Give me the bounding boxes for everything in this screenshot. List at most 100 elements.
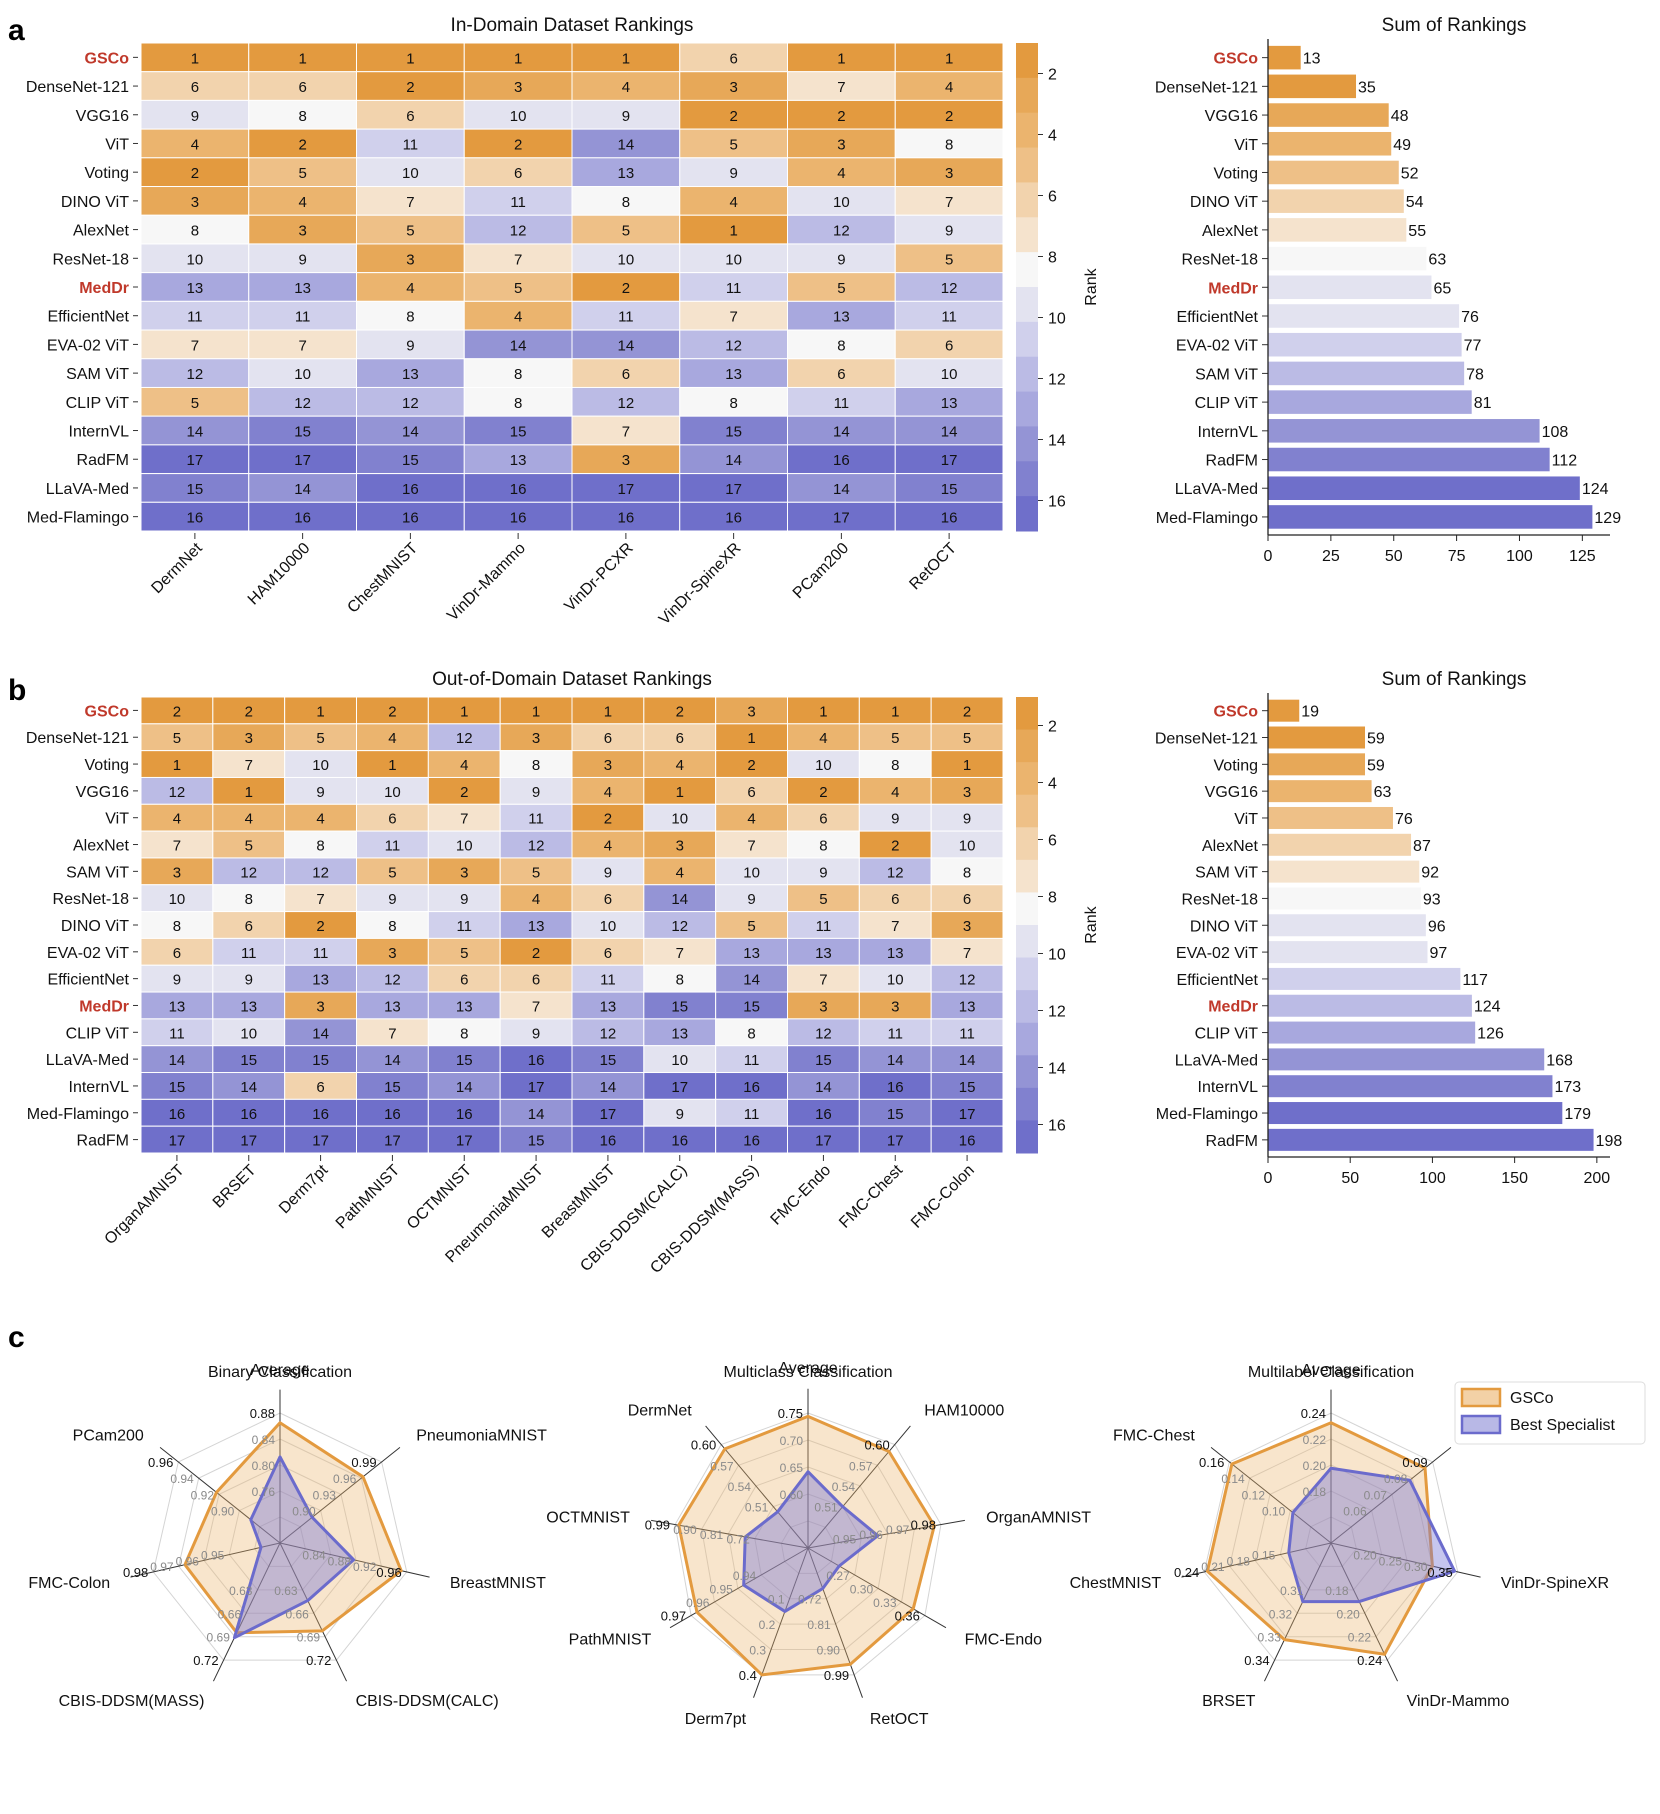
heatmap-cell-value: 5 [622,223,630,240]
heatmap-cell-value: 6 [676,730,684,747]
heatmap-cell-value: 15 [743,998,760,1015]
bar-x-tick-label: 0 [1264,548,1273,565]
heatmap-cell-value: 11 [744,1106,760,1123]
radar-tick-label: 0.10 [1262,1505,1286,1519]
radar-tick-label: 0.18 [1227,1554,1251,1568]
radar-tick-label: 0.72 [798,1593,822,1607]
bar-category-label: DINO ViT [1190,194,1258,211]
bar-category-label: DINO ViT [1190,918,1258,935]
radar-axis-label: Derm7pt [685,1711,747,1728]
heatmap-cell-value: 12 [941,280,958,297]
colorbar-tick-label: 14 [1048,1061,1066,1078]
colorbar-tick-label: 6 [1048,833,1057,850]
radar-tick-label: 0.16 [1199,1455,1224,1470]
heatmap-cell [571,501,681,532]
heatmap-cell-value: 10 [815,757,832,774]
heatmap-cell-value: 5 [191,395,199,412]
heatmap-cell-value: 4 [316,811,324,828]
heatmap-cell-value: 7 [191,337,199,354]
heatmap-cell-value: 10 [384,784,401,801]
heatmap-cell-value: 3 [963,784,971,801]
heatmap-row-label: ResNet-18 [53,891,130,908]
heatmap-cell-value: 14 [959,1052,976,1069]
heatmap-cell [930,991,1004,1020]
bar [1268,131,1392,156]
radar-axis-line [159,1446,281,1544]
heatmap-cell-value: 10 [456,838,473,855]
heatmap-cell-value: 8 [963,864,971,881]
heatmap-cell-value: 17 [600,1106,617,1123]
radar-tick-label: 0.98 [911,1518,936,1533]
colorbar-tick-label: 12 [1048,1004,1066,1021]
bar-category-label: AlexNet [1202,838,1259,855]
heatmap-cell-value: 14 [833,424,850,441]
heatmap-cell [248,99,357,130]
heatmap-cell-value: 1 [316,703,324,720]
heatmap-cell-value: 13 [887,945,904,962]
colorbar-label: Rank [1083,267,1100,305]
bar [1268,361,1465,386]
heatmap-cell-value: 8 [191,223,199,240]
heatmap-cell [894,157,1004,188]
bar-category-label: EfficientNet [1176,972,1258,989]
heatmap-cell [715,776,789,805]
bar-category-label: Med-Flamingo [1156,1106,1258,1123]
radar-axis-label: FMC-Chest [1113,1427,1195,1444]
heatmap-cell [248,128,357,159]
heatmap-cell-value: 4 [173,811,181,828]
heatmap-cell [787,1125,860,1154]
radar-tick-label: 0.08 [1384,1472,1408,1486]
radar-tick-label: 0.94 [170,1472,194,1486]
heatmap-cell-value: 12 [294,395,311,412]
heatmap-cell-value: 5 [460,945,468,962]
bar-category-label: Voting [1214,165,1258,182]
heatmap-cell-value: 16 [959,1133,976,1150]
heatmap-cell [930,1098,1004,1127]
heatmap-cell-value: 17 [456,1133,473,1150]
colorbar-tick-label: 12 [1048,372,1066,389]
bar-x-tick-label: 100 [1419,1170,1446,1187]
heatmap-row-label: GSCo [85,50,130,67]
heatmap-col-label: BreastMNIST [539,1162,619,1242]
heatmap-cell-value: 7 [945,194,953,211]
heatmap-cell-value: 17 [725,481,742,498]
heatmap-cell [356,830,429,859]
colorbar-segment [1016,182,1038,218]
heatmap-row-label: Med-Flamingo [27,1106,129,1123]
heatmap-cell-value: 16 [187,510,204,527]
heatmap-cell [248,444,357,475]
radar-axis-label: PathMNIST [569,1631,652,1648]
heatmap-cell-value: 1 [460,703,468,720]
heatmap-row-label: RadFM [77,1133,129,1150]
bar [1268,218,1407,242]
heatmap-cell-value: 14 [618,136,635,153]
radar-tick-label: 0.98 [123,1565,148,1580]
heatmap-cell-value: 14 [833,481,850,498]
bar [1268,390,1472,414]
heatmap-cell-value: 1 [837,50,845,67]
bar-chart-title: Sum of Rankings [1382,669,1527,690]
radar-tick-label: 0.20 [1303,1459,1327,1473]
heatmap-row-label: DenseNet-121 [26,730,129,747]
heatmap-cell-value: 5 [406,223,414,240]
radar-tick-label: 0.96 [859,1528,883,1542]
heatmap-cell [248,386,357,417]
heatmap-cell [427,830,501,859]
bar-value-label: 198 [1596,1133,1623,1150]
heatmap-cell-value: 13 [384,998,401,1015]
heatmap-cell-value: 16 [528,1052,545,1069]
heatmap-cell-value: 8 [298,108,306,125]
radar-axis-label: BreastMNIST [450,1575,546,1592]
radar-axis-label: VinDr-Mammo [1407,1693,1510,1710]
heatmap-cell [571,1072,645,1100]
heatmap-cell-value: 16 [294,510,311,527]
heatmap-cell-value: 16 [618,510,635,527]
bar [1268,806,1393,829]
heatmap-cell-value: 7 [316,891,324,908]
heatmap-cell-value: 12 [600,1025,617,1042]
heatmap-cell [787,99,896,130]
radar-axis-label: Average [778,1360,837,1377]
heatmap-cell [140,1125,214,1154]
radar-grid-ring [1254,1464,1408,1614]
heatmap-cell [787,501,896,532]
